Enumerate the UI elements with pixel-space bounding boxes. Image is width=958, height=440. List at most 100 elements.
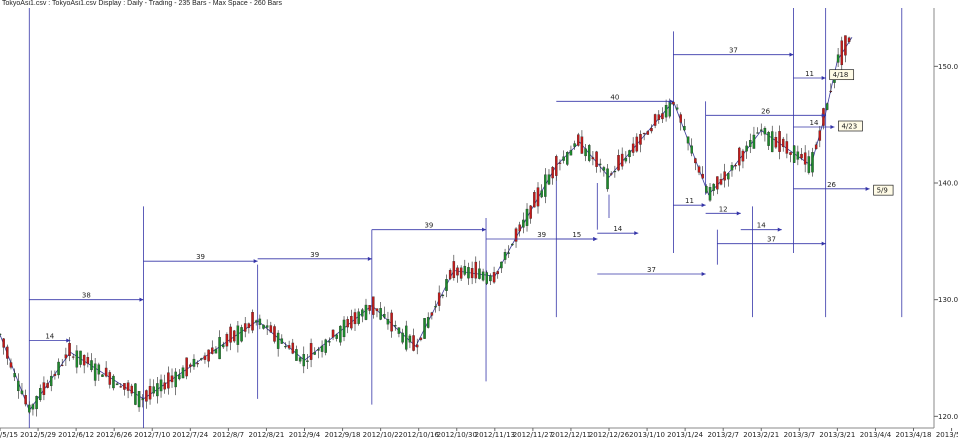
cycle-count-label: 11 xyxy=(805,70,814,78)
cycle-arrow-head xyxy=(865,186,870,191)
candle-body xyxy=(690,145,693,154)
x-tick-label: 2012/5/15 xyxy=(0,431,18,439)
candle-body xyxy=(86,357,90,364)
candle-body xyxy=(639,134,642,145)
candle-body xyxy=(650,128,653,132)
x-tick-label: 2012/11/13 xyxy=(475,431,515,439)
candle-body xyxy=(137,391,141,408)
candle-body xyxy=(555,156,558,176)
candle-body xyxy=(211,347,214,354)
candle-body xyxy=(668,101,672,117)
candle-body xyxy=(415,344,419,348)
x-tick-label: 2012/10/16 xyxy=(399,431,440,439)
candle-body xyxy=(533,192,536,208)
candle-body xyxy=(379,308,382,320)
candle-body xyxy=(705,186,708,193)
candle-body xyxy=(104,367,108,377)
candle-body xyxy=(547,174,551,185)
candle-body xyxy=(181,367,185,379)
candle-body xyxy=(9,362,13,368)
candle-body xyxy=(734,165,737,167)
candle-body xyxy=(46,383,49,388)
candle-body xyxy=(115,383,119,386)
candle-body xyxy=(584,148,587,157)
x-tick-label: 2013/1/10 xyxy=(629,431,665,439)
cycle-count-label: 14 xyxy=(809,119,818,127)
candle-body xyxy=(814,144,818,150)
x-tick-label: 2012/11/27 xyxy=(513,431,553,439)
cycle-arrow-head xyxy=(777,227,782,232)
candle-body xyxy=(222,344,225,348)
candle-body xyxy=(679,114,682,123)
y-tick-label: 130.00 xyxy=(938,296,958,304)
cycle-count-label: 14 xyxy=(45,333,54,341)
candle-body xyxy=(760,129,763,131)
candle-body xyxy=(97,364,101,375)
candle-body xyxy=(606,168,609,190)
cycle-arrow-head xyxy=(593,237,598,241)
candle-body xyxy=(262,324,265,329)
candle-body xyxy=(730,165,734,171)
candle-body xyxy=(485,272,489,284)
candle-body xyxy=(566,151,569,165)
candle-body xyxy=(174,371,177,388)
candle-body xyxy=(156,383,159,397)
candle-body xyxy=(595,151,598,167)
candle-body xyxy=(189,364,192,367)
candle-body xyxy=(719,179,723,185)
candle-body xyxy=(522,219,525,228)
candle-body xyxy=(701,173,704,179)
candle-body xyxy=(258,318,262,325)
candle-body xyxy=(251,312,254,331)
candle-body xyxy=(829,90,833,93)
candle-body xyxy=(511,243,514,246)
candle-body xyxy=(617,155,620,171)
cycle-count-label: 37 xyxy=(767,236,776,244)
candle-body xyxy=(145,390,148,402)
candle-body xyxy=(31,404,35,410)
candle-body xyxy=(247,323,251,328)
x-tick-label: 2012/12/11 xyxy=(551,431,591,439)
candle-body xyxy=(320,345,324,352)
cycle-arrow-head xyxy=(821,113,826,118)
candle-body xyxy=(13,372,16,378)
candle-body xyxy=(346,319,349,328)
candle-body xyxy=(456,267,459,276)
candle-body xyxy=(628,150,631,158)
candle-body xyxy=(544,174,547,197)
candle-body xyxy=(130,385,134,394)
candle-body xyxy=(738,147,741,166)
cycle-arrow-head xyxy=(367,256,372,261)
candle-body xyxy=(126,382,130,391)
candle-body xyxy=(840,40,844,66)
cycle-arrow-head xyxy=(736,211,741,216)
candle-body xyxy=(529,205,532,219)
candle-body xyxy=(423,318,426,339)
candle-body xyxy=(243,323,247,332)
candle-body xyxy=(770,131,774,153)
candle-body xyxy=(335,334,338,339)
candle-body xyxy=(39,388,42,401)
candle-body xyxy=(232,330,236,342)
candle-body xyxy=(90,360,93,371)
candle-body xyxy=(185,357,188,377)
candle-body xyxy=(426,317,430,328)
candle-body xyxy=(298,357,302,362)
candle-body xyxy=(207,349,210,362)
candle-body xyxy=(368,305,371,311)
candle-body xyxy=(496,271,499,275)
candle-body xyxy=(844,35,847,56)
candle-body xyxy=(602,167,606,171)
x-tick-label: 2013/1/24 xyxy=(667,431,703,439)
candle-body xyxy=(401,332,404,343)
candle-body xyxy=(683,126,686,131)
candle-body xyxy=(781,138,785,148)
candle-body xyxy=(445,279,448,291)
cycle-count-label: 11 xyxy=(685,197,694,205)
candle-body xyxy=(697,166,701,173)
candle-body xyxy=(727,173,730,180)
candle-body xyxy=(419,337,423,340)
candle-body xyxy=(741,150,745,162)
candle-body xyxy=(807,156,811,173)
